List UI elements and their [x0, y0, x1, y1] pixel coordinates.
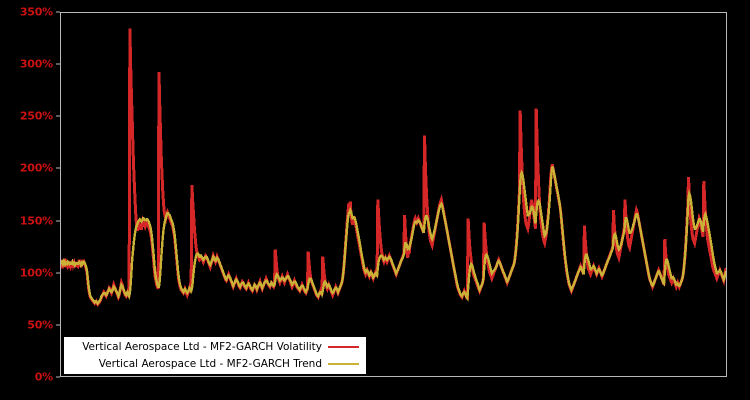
y-axis-tick-mark	[56, 376, 60, 378]
legend-label-trend: Vertical Aerospace Ltd - MF2-GARCH Trend	[98, 358, 322, 370]
y-axis-tick-label: 250%	[19, 109, 53, 123]
y-axis-tick-mark	[56, 115, 60, 117]
y-axis-tick-label: 300%	[19, 57, 53, 71]
y-axis-tick-mark	[56, 63, 60, 65]
legend-swatch-volatility	[328, 346, 359, 348]
y-axis-tick-mark	[56, 324, 60, 326]
y-axis-tick-mark	[56, 167, 60, 169]
y-axis-tick-label: 0%	[34, 370, 53, 384]
legend-label-volatility: Vertical Aerospace Ltd - MF2-GARCH Volat…	[82, 341, 322, 353]
y-axis-tick-label: 200%	[19, 161, 53, 175]
y-axis-tick-label: 100%	[19, 266, 53, 280]
y-axis-tick-mark	[56, 220, 60, 222]
legend: Vertical Aerospace Ltd - MF2-GARCH Volat…	[64, 337, 366, 374]
legend-swatch-trend	[328, 363, 359, 365]
plot-svg	[61, 13, 726, 376]
plot-area	[60, 12, 727, 377]
y-axis-tick-mark	[56, 272, 60, 274]
legend-entry-trend[interactable]: Vertical Aerospace Ltd - MF2-GARCH Trend	[64, 355, 366, 373]
series-line-trend	[61, 166, 726, 303]
y-axis-tick-label: 50%	[27, 318, 53, 332]
y-axis: 0% 50% 100% 150% 200% 250% 300% 350%	[0, 0, 60, 400]
legend-entry-volatility[interactable]: Vertical Aerospace Ltd - MF2-GARCH Volat…	[64, 338, 366, 356]
y-axis-tick-label: 150%	[19, 214, 53, 228]
y-axis-tick-mark	[56, 11, 60, 13]
y-axis-tick-label: 350%	[19, 5, 53, 19]
